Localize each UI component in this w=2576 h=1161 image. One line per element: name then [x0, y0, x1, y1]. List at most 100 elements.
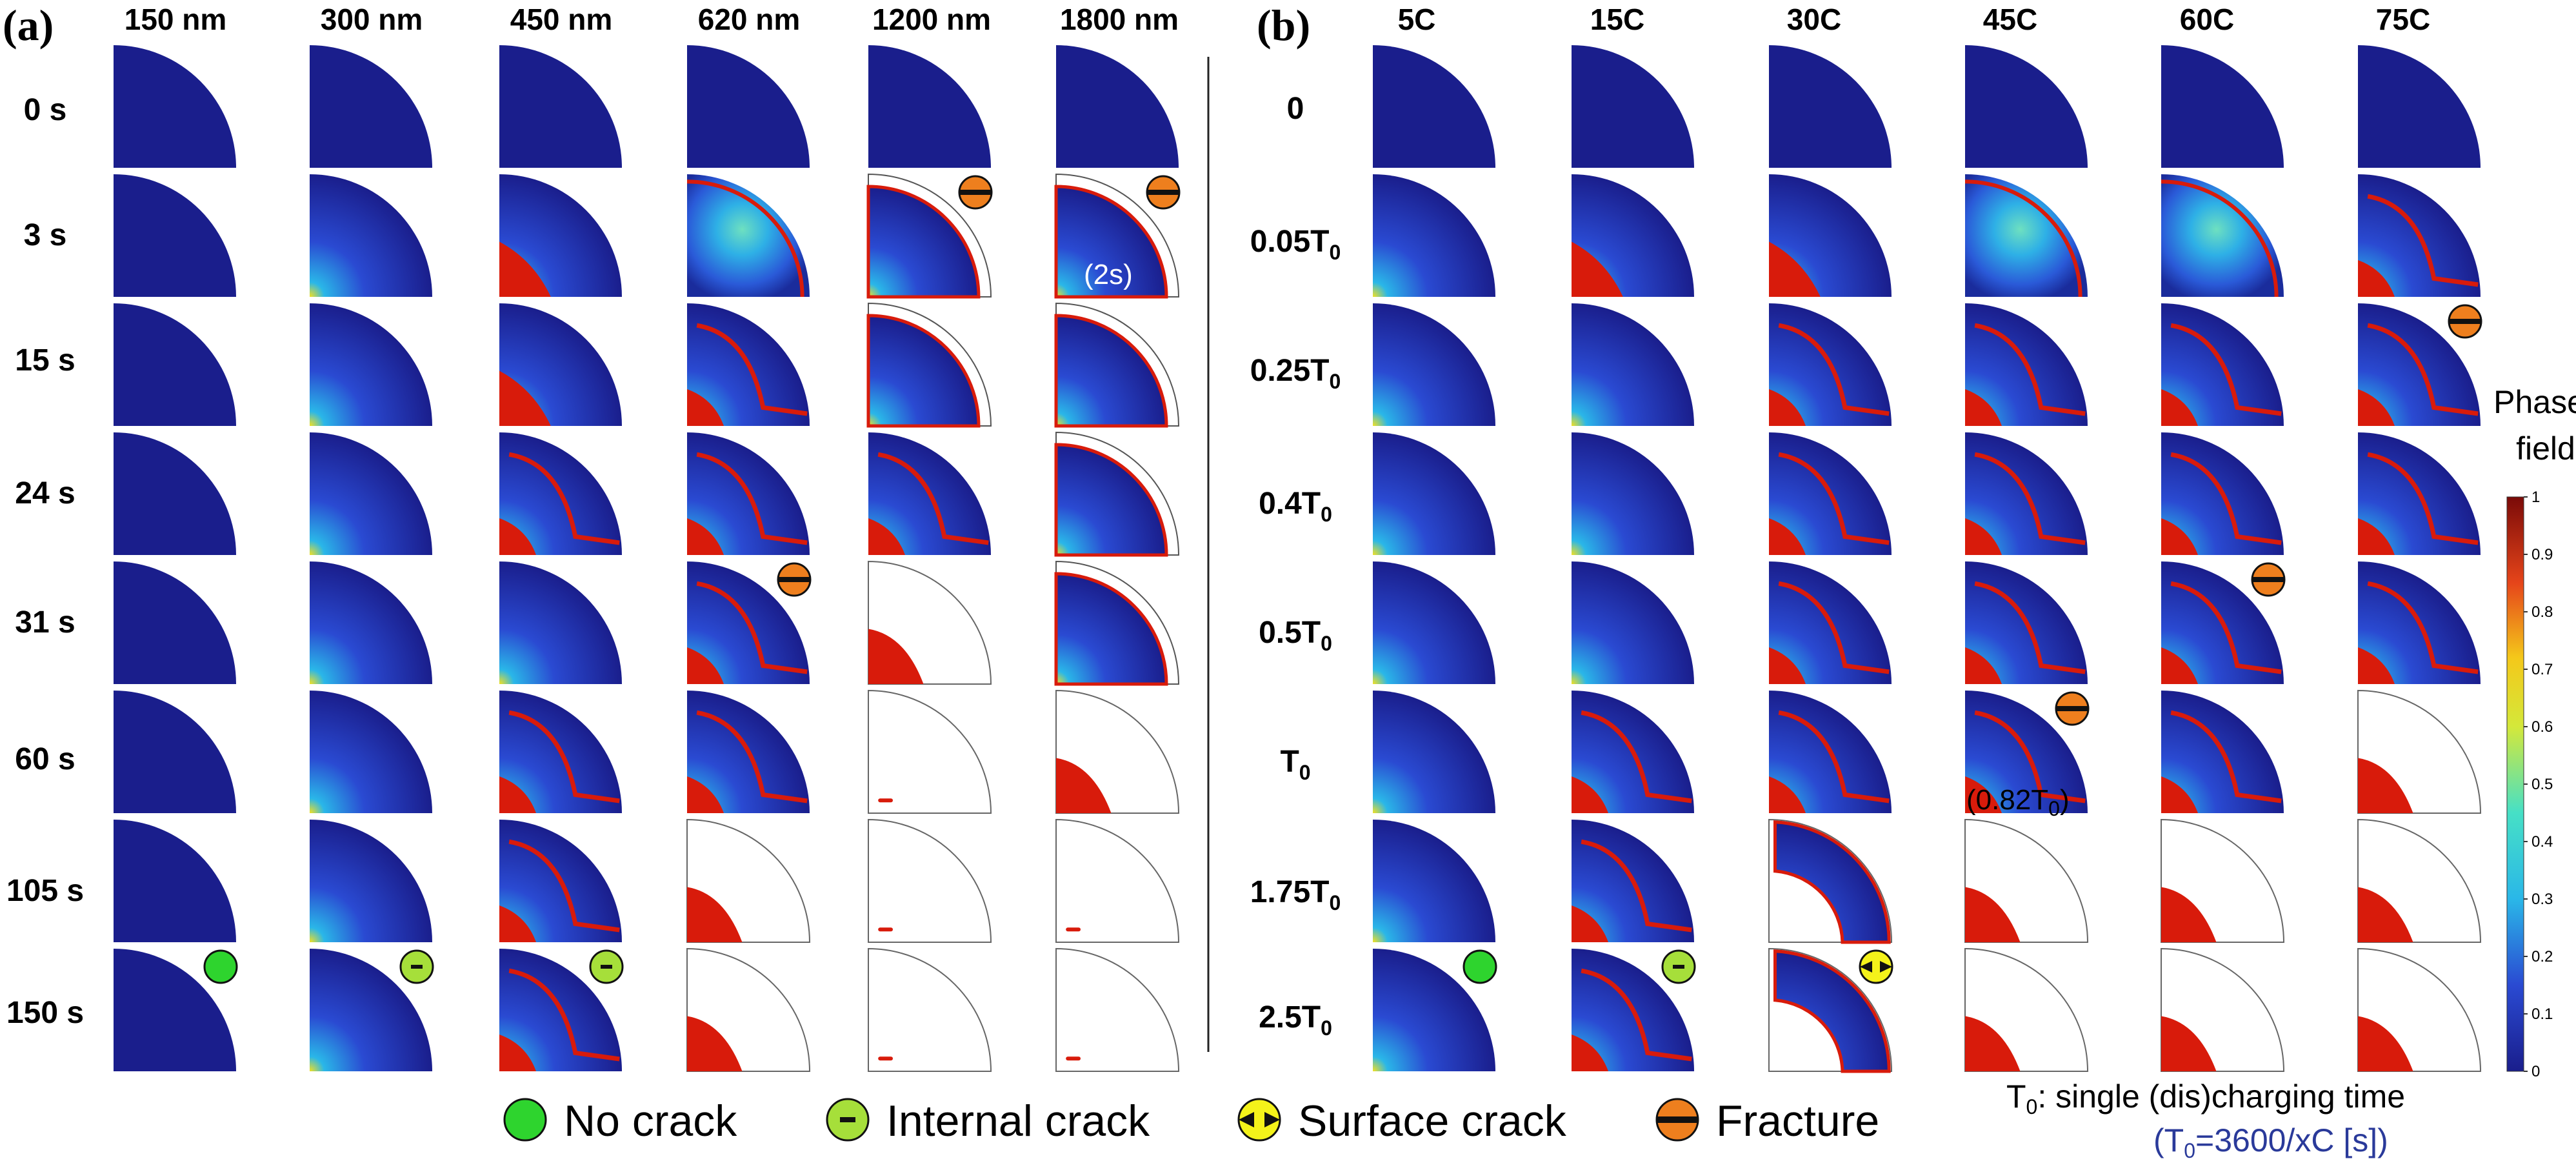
row-label: 15 s [15, 343, 75, 378]
crack-region [868, 518, 905, 555]
cell-domain [1373, 303, 1495, 426]
colorbar-title-line2: field [2516, 430, 2575, 467]
surface-cracked-shell [1773, 820, 1891, 944]
fracture-icon [777, 562, 812, 597]
phase-field-cell-a-r7-c4 [868, 947, 992, 1072]
colorbar-tick-label: 1 [2531, 489, 2540, 506]
row-label: 150 s [6, 996, 84, 1030]
surface-cracked-shell [1773, 949, 1891, 1073]
phase-field-cell-a-r6-c2 [499, 820, 622, 942]
phase-field-cell-a-r3-c4 [868, 432, 991, 555]
colorbar-tick-label: 0.1 [2531, 1005, 2553, 1023]
crack-line [696, 452, 808, 545]
phase-field-cell-b-r5-c3 [1965, 691, 2088, 813]
column-label: 1800 nm [1060, 3, 1179, 36]
column-label: 75C [2376, 3, 2430, 36]
surface-layer [1964, 179, 2082, 298]
phase-field-cell-b-r3-c1 [1572, 432, 1694, 555]
fracture-icon [2448, 304, 2482, 339]
phase-field-cell-b-r6-c1 [1572, 820, 1694, 942]
phase-field-cell-b-r1-c0 [1373, 174, 1495, 297]
colorbar-tick-label: 0.5 [2531, 776, 2553, 793]
crack-line [508, 839, 620, 933]
cell-domain [687, 174, 810, 297]
phase-field-cell-a-r1-c3 [686, 174, 810, 298]
phase-field-cell-a-r7-c3 [686, 947, 811, 1072]
cell-domain [1373, 820, 1495, 942]
crack-region [1572, 776, 1608, 813]
cell-domain [114, 432, 236, 555]
phase-field-cell-a-r1-c1 [310, 174, 432, 297]
crack-region [499, 905, 536, 942]
crack-region [1572, 1035, 1608, 1071]
colorbar-ticks: 1 0.9 0.8 0.7 0.6 0.5 0.4 0.3 0.2 0.1 0 [2524, 489, 2553, 1080]
crack-region [1769, 518, 1806, 555]
internal-icon [1661, 949, 1696, 984]
phase-field-cell-b-r2-c3 [1965, 303, 2088, 426]
column-label: 450 nm [510, 3, 613, 36]
marker-ticks [1860, 961, 1892, 973]
crack-region [2161, 647, 2198, 684]
row-label: 3 s [24, 218, 67, 252]
crack-line [1778, 581, 1890, 674]
phase-field-cell-a-r4-c2 [499, 561, 622, 684]
phase-field-cell-b-r1-c1 [1572, 174, 1694, 297]
fragment [2358, 887, 2413, 942]
crack-region [2161, 776, 2198, 813]
legend-item-no-crack: No crack [503, 1096, 737, 1146]
cell-domain [310, 949, 432, 1071]
marker-bar [2449, 319, 2481, 324]
phase-field-cell-b-r2-c2 [1769, 303, 1892, 426]
phase-field-cell-a-r5-c0 [114, 691, 236, 813]
phase-field-cell-a-r2-c0 [114, 303, 236, 426]
phase-field-cell-b-r6-c3 [1964, 818, 2089, 943]
panel-b-grid [1373, 45, 2482, 1073]
no-crack-icon [503, 1098, 547, 1142]
legend-label: Surface crack [1298, 1096, 1567, 1146]
phase-field-cell-a-r6-c3 [686, 818, 811, 943]
crack-region [687, 389, 724, 426]
phase-field-cell-a-r2-c4 [866, 302, 992, 428]
phase-field-cell-a-r0-c2 [499, 45, 622, 168]
marker-circle [1463, 949, 1497, 984]
colorbar-tick-label: 0.9 [2531, 546, 2553, 563]
phase-field-cell-b-r4-c0 [1373, 561, 1495, 684]
colorbar-tick-label: 0 [2531, 1063, 2540, 1080]
crack-line [2367, 194, 2479, 287]
phase-field-cell-b-r7-c5 [2357, 947, 2482, 1072]
fragment [2358, 1016, 2413, 1071]
fracture-icon-bar [1657, 1116, 1698, 1123]
column-label: 620 nm [698, 3, 801, 36]
row-label: 24 s [15, 476, 75, 510]
cell-domain [868, 689, 992, 814]
phase-field-cell-a-r6-c5 [1055, 818, 1180, 943]
fracture-icon [2251, 562, 2286, 597]
crack-line [2170, 323, 2282, 416]
marker-bar [2252, 577, 2284, 582]
phase-field-cell-b-r3-c4 [2161, 432, 2284, 555]
phase-field-cell-a-r0-c1 [310, 45, 432, 168]
crack-line [1581, 839, 1692, 933]
crack-line [508, 968, 620, 1062]
phase-field-cell-a-r5-c3 [687, 691, 810, 813]
phase-field-cell-b-r5-c2 [1769, 691, 1892, 813]
row-label: 0.05T0 [1250, 225, 1341, 264]
cell-domain [2161, 174, 2284, 297]
phase-field-cell-a-r3-c5 [1054, 431, 1180, 557]
crack-region [687, 518, 724, 555]
phase-field-cell-a-r3-c2 [499, 432, 622, 555]
fragment [2161, 887, 2217, 942]
cell-note-082t0: (0.82T0) [1966, 784, 2070, 820]
crack-line [696, 710, 808, 803]
inner-core [866, 314, 981, 428]
phase-field-cell-a-r0-c0 [114, 45, 236, 168]
crack-region [1769, 647, 1806, 684]
cell-domain [114, 820, 236, 942]
cell-domain [1373, 432, 1495, 555]
fragment [1965, 887, 2021, 942]
surface-icon [1859, 949, 1893, 984]
surface-layer [2161, 179, 2279, 298]
phase-field-cell-b-r1-c3 [1964, 174, 2088, 298]
crack-line [2367, 581, 2479, 674]
phase-field-cell-b-r5-c0 [1373, 691, 1495, 813]
